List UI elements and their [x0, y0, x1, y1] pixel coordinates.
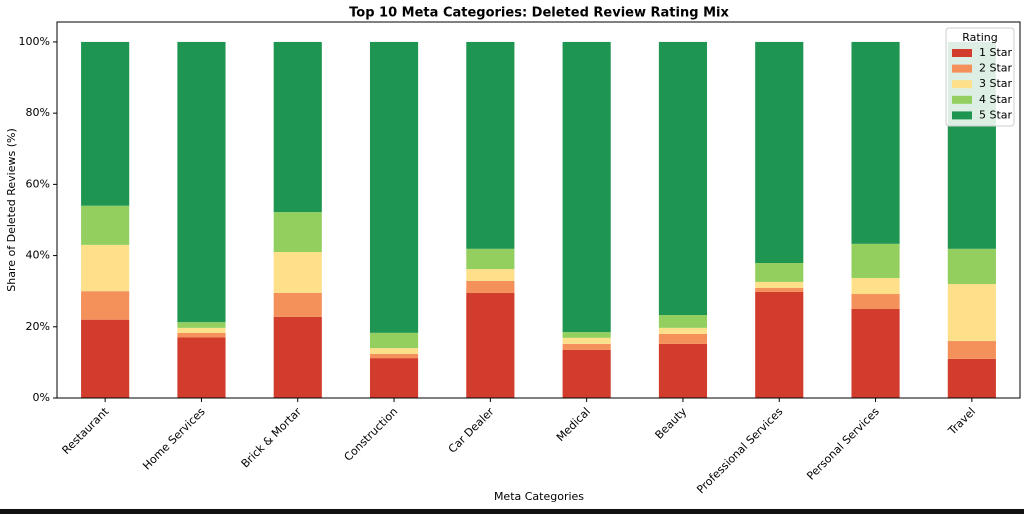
bar-segment [273, 252, 322, 293]
legend-label: 4 Star [979, 93, 1013, 106]
bar-segment [177, 41, 226, 323]
bar-segment [755, 263, 804, 282]
x-axis-label: Meta Categories [494, 490, 584, 503]
bar-segment [562, 343, 611, 350]
legend-label: 2 Star [979, 62, 1013, 75]
bar-segment [755, 41, 804, 264]
bar-segment [947, 284, 996, 342]
y-axis-label: Share of Deleted Reviews (%) [5, 128, 18, 291]
bar-segment [369, 348, 419, 354]
bar-segment [562, 41, 611, 333]
bar-segment [755, 287, 804, 292]
legend-swatch [952, 49, 972, 57]
bar-segment [369, 41, 419, 333]
bar-segment [658, 343, 708, 398]
legend-swatch [952, 64, 972, 73]
bar-segment [81, 41, 130, 206]
legend-label: 3 Star [979, 77, 1013, 90]
legend-label: 5 Star [979, 108, 1013, 121]
bar-segment [177, 337, 226, 398]
legend-swatch [952, 111, 972, 120]
bar-segment [851, 41, 900, 244]
bar-segment [562, 337, 611, 344]
bar-segment [851, 308, 900, 398]
bar-segment [81, 319, 130, 398]
legend-label: 1 Star [979, 46, 1013, 59]
legend-title: Rating [962, 31, 997, 44]
bar-segment [81, 291, 130, 320]
bar-segment [755, 291, 804, 398]
bar-segment [947, 341, 996, 359]
bar-segment [466, 269, 515, 281]
bar-segment [81, 244, 130, 292]
bar-segment [177, 327, 226, 333]
bar-segment [851, 294, 900, 309]
y-tick-label: 60% [26, 177, 50, 190]
bar-segment [177, 322, 226, 328]
bar-segment [947, 248, 996, 285]
bar-segment [466, 248, 515, 270]
chart-title: Top 10 Meta Categories: Deleted Review R… [349, 6, 729, 21]
bar-segment [658, 333, 708, 344]
plot-frame [56, 21, 1021, 399]
bar-segment [851, 243, 900, 279]
bar-segment [466, 280, 515, 293]
bar-segment [466, 292, 515, 398]
bar-segment [658, 327, 708, 334]
y-tick-label: 40% [26, 249, 50, 262]
bar-segment [562, 349, 611, 398]
bar-segment [177, 332, 226, 338]
y-tick-label: 100% [19, 35, 50, 48]
bar-segment [81, 205, 130, 245]
legend-swatch [952, 80, 972, 89]
bar-segment [562, 332, 611, 338]
bar-segment [369, 353, 419, 359]
y-tick-label: 80% [26, 106, 50, 119]
bar-segment [851, 278, 900, 295]
bar-segment [466, 41, 515, 249]
bottom-bar [0, 509, 1024, 514]
bar-segment [273, 316, 322, 398]
bar-segment [273, 292, 322, 317]
bar-segment [755, 281, 804, 288]
bar-segment [658, 315, 708, 328]
bar-segment [369, 358, 419, 398]
y-tick-label: 20% [26, 320, 50, 333]
y-tick-label: 0% [33, 391, 50, 404]
bar-segment [273, 212, 322, 253]
bar-segment [273, 41, 322, 213]
legend-swatch [952, 95, 972, 104]
bar-segment [658, 41, 708, 316]
bar-segment [369, 332, 419, 349]
bar-segment [947, 358, 996, 398]
